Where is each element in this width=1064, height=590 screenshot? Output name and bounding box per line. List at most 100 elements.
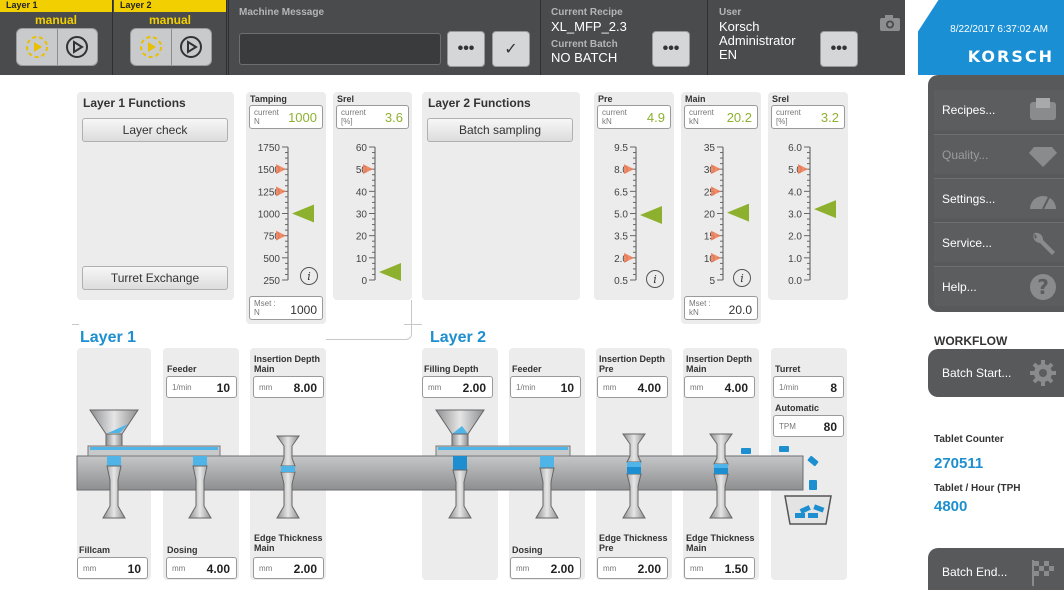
layer1-mode-toggle[interactable] — [16, 28, 98, 66]
layer2-edge-main-input[interactable]: mm 1.50 — [684, 557, 755, 579]
gauge-tick-label: 1500 — [258, 165, 281, 176]
main-mset-unit: Mset : kN — [689, 299, 711, 317]
layer1-fillcam-input[interactable]: mm 10 — [77, 557, 148, 579]
settings-button[interactable]: Settings... — [934, 178, 1064, 218]
user-name: Korsch — [719, 19, 760, 34]
layer1-feeder-input[interactable]: 1/min 10 — [166, 376, 237, 398]
help-button[interactable]: Help... ? — [934, 266, 1064, 306]
user-more-button[interactable]: ••• — [820, 31, 858, 67]
tamping-info-icon[interactable]: i — [300, 267, 318, 285]
turret-label: Turret — [775, 364, 801, 374]
ejected-tablets — [741, 446, 819, 490]
tamping-mset-box[interactable]: Mset :N 1000 — [249, 296, 323, 320]
layer2-insertion-pre-label: Insertion Depth Pre — [599, 354, 666, 374]
divider — [228, 0, 229, 75]
gauge-tick-label: 20 — [704, 210, 716, 221]
limit-marker — [711, 230, 721, 241]
main-scale: 35 30 25 20 15 10 5 — [704, 143, 749, 287]
tamping-gauge-panel: Tamping current N 1000 1750 1500 1250 1000 75… — [246, 92, 326, 324]
layer1-manual-play-button[interactable] — [17, 29, 58, 65]
camera-icon[interactable] — [879, 14, 901, 32]
unit-label: 1/min — [172, 383, 192, 392]
machine-message-more-button[interactable]: ••• — [447, 31, 485, 67]
diamond-icon — [1029, 147, 1057, 167]
layer1-main-lower-punch — [276, 471, 300, 519]
current-value-marker — [292, 204, 314, 223]
machine-message-field[interactable] — [239, 33, 441, 65]
limit-marker — [276, 186, 286, 197]
gauge-tick-label: 15 — [704, 232, 716, 243]
recipes-button[interactable]: Recipes... — [934, 90, 1064, 130]
main-info-icon[interactable]: i — [733, 269, 751, 287]
layer1-edge-main-input[interactable]: mm 2.00 — [253, 557, 324, 579]
connector-line — [326, 300, 412, 340]
value: 4.00 — [724, 381, 748, 395]
layer2-mode-toggle[interactable] — [130, 28, 212, 66]
unit-label: mm — [259, 564, 273, 573]
recipes-label: Recipes... — [942, 103, 996, 117]
layer1-insertion-main-input[interactable]: mm 8.00 — [253, 376, 324, 398]
layer2-filling-depth-label: Filling Depth — [424, 364, 479, 374]
current-batch-label: Current Batch — [551, 39, 618, 50]
layer1-powder-bed — [90, 447, 218, 450]
turret-exchange-button[interactable]: Turret Exchange — [82, 266, 228, 290]
quality-label: Quality... — [942, 147, 989, 162]
pre-info-icon[interactable]: i — [646, 270, 664, 288]
recipe-more-button[interactable]: ••• — [652, 31, 690, 67]
limit-marker — [711, 164, 721, 175]
batch-sampling-button[interactable]: Batch sampling — [427, 118, 573, 142]
layer2-hopper-powder — [452, 426, 468, 434]
layer2-edge-main-label: Edge Thickness Main — [686, 533, 755, 553]
value: 10 — [560, 381, 574, 395]
gauge-tick-label: 2.0 — [614, 254, 628, 265]
layer2-feed-tube — [451, 433, 469, 447]
layer2-auto-play-button[interactable] — [172, 29, 212, 65]
main-current-unit: current kN — [689, 108, 714, 126]
layer2-insertion-pre-input[interactable]: mm 4.00 — [597, 376, 668, 398]
main-mset-box[interactable]: Mset : kN 20.0 — [684, 296, 758, 320]
layer2-feed-shoe — [435, 445, 571, 457]
unit-label: mm — [83, 564, 97, 573]
layer2-dosing-label: Dosing — [512, 545, 543, 555]
unit-label: mm — [690, 383, 704, 392]
settings-label: Settings... — [942, 191, 996, 206]
layer1-feed-shoe — [87, 445, 221, 457]
layer2-edge-pre-input[interactable]: mm 2.00 — [597, 557, 668, 579]
tamping-current-unit: current N — [254, 108, 279, 126]
acknowledge-button[interactable]: ✓ — [492, 31, 530, 67]
tamping-mset-unit: Mset :N — [254, 299, 276, 317]
srel1-label: Srel — [337, 94, 355, 104]
batch-end-button[interactable]: Batch End... — [934, 552, 1064, 590]
top-bar: Layer 1 manual Layer 2 manual Machine Me… — [0, 0, 1064, 75]
layer2-dosing-input[interactable]: mm 2.00 — [510, 557, 581, 579]
tpm-input[interactable]: TPM 80 — [773, 415, 844, 437]
layer2-feeder-input[interactable]: 1/min 10 — [510, 376, 581, 398]
srel1-current-unit: current [%] — [341, 108, 366, 126]
layer2-manual-play-button[interactable] — [131, 29, 172, 65]
tamping-mset-value: 1000 — [290, 303, 317, 317]
tamping-current-box: current N 1000 — [249, 105, 323, 129]
gauge-tick-label: 1250 — [258, 187, 281, 198]
pre-current-unit: current kN — [602, 108, 627, 126]
layer1-feeder-label: Feeder — [167, 364, 197, 374]
unit-label: mm — [603, 564, 617, 573]
layer2-filling-depth-input[interactable]: mm 2.00 — [422, 376, 493, 398]
layer2-insertion-main-input[interactable]: mm 4.00 — [684, 376, 755, 398]
service-button[interactable]: Service... — [934, 222, 1064, 262]
tablet-counter-panel — [928, 397, 1064, 552]
layer2-title: Layer 2 — [430, 329, 487, 346]
layer-check-button[interactable]: Layer check — [82, 118, 228, 142]
layer1-auto-play-button[interactable] — [58, 29, 98, 65]
batch-start-button[interactable]: Batch Start... — [934, 353, 1064, 393]
layer1-dosing-input[interactable]: mm 4.00 — [166, 557, 237, 579]
gauge-tick-label: 9.5 — [614, 143, 628, 154]
brand-panel: 8/22/2017 6:37:02 AM KORSCH — [918, 0, 1064, 75]
value: 2.00 — [637, 562, 661, 576]
gauge-tick-label: 10 — [356, 254, 368, 265]
quality-button[interactable]: Quality... — [934, 134, 1064, 174]
gauge-tick-label: 1000 — [258, 210, 281, 221]
turret-speed-input[interactable]: 1/min 8 — [773, 376, 844, 398]
layer2-powder-bed — [438, 447, 568, 450]
gauge-tick-label: 25 — [704, 187, 716, 198]
pre-current-value: 4.9 — [646, 110, 665, 125]
